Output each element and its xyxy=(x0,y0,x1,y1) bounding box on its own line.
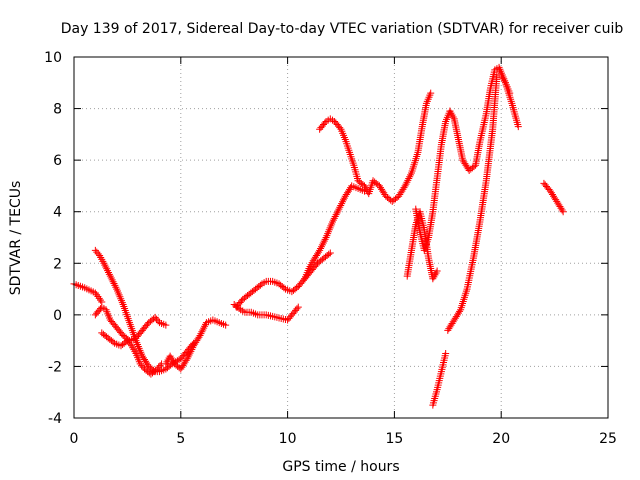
y-tick-label: 4 xyxy=(53,205,62,221)
data-point xyxy=(237,297,245,305)
y-tick-label: 2 xyxy=(53,256,62,272)
data-point xyxy=(195,333,203,341)
data-point xyxy=(152,366,160,374)
axis-ticks xyxy=(73,56,609,419)
data-point xyxy=(91,246,99,254)
data-point xyxy=(456,307,464,315)
data-point xyxy=(293,284,301,292)
data-point xyxy=(312,261,320,269)
plot-frame xyxy=(73,56,609,419)
data-point xyxy=(433,267,441,275)
data-point xyxy=(138,362,146,370)
x-tick-label: 0 xyxy=(70,431,79,447)
data-point xyxy=(162,321,170,329)
x-tick-label: 15 xyxy=(385,431,403,447)
data-point xyxy=(256,281,264,289)
data-point xyxy=(427,89,435,97)
y-tick-label: 8 xyxy=(53,102,62,118)
y-tick-label: -2 xyxy=(48,359,62,375)
data-point xyxy=(123,337,131,345)
data-point xyxy=(153,315,161,323)
data-point xyxy=(321,119,329,127)
data-point xyxy=(126,340,134,348)
data-point xyxy=(95,294,103,302)
data-point xyxy=(514,123,522,131)
data-point xyxy=(155,363,163,371)
data-point xyxy=(136,360,144,368)
data-point xyxy=(151,313,159,321)
data-point xyxy=(96,296,104,304)
data-point xyxy=(293,305,301,313)
x-tick-label: 5 xyxy=(176,431,185,447)
data-point xyxy=(280,284,288,292)
data-point xyxy=(109,338,117,346)
data-point xyxy=(182,356,190,364)
x-tick-label: 10 xyxy=(279,431,297,447)
y-axis-label: SDTVAR / TECUs xyxy=(8,181,24,296)
data-point xyxy=(400,184,408,192)
chart-title: Day 139 of 2017, Sidereal Day-to-day VTE… xyxy=(61,21,624,37)
data-point xyxy=(139,363,147,371)
y-tick-label: 6 xyxy=(53,153,62,169)
data-point xyxy=(294,303,302,311)
y-tick-label: 10 xyxy=(44,50,62,66)
data-point xyxy=(94,293,102,301)
data-point xyxy=(222,321,230,329)
data-point xyxy=(326,249,334,257)
data-point xyxy=(559,208,567,216)
data-point xyxy=(153,365,161,373)
data-point xyxy=(94,250,102,258)
y-tick-labels: -4 -2 0 2 4 6 8 10 xyxy=(44,50,62,427)
x-axis-label: GPS time / hours xyxy=(282,459,399,475)
data-point xyxy=(315,248,323,256)
data-point xyxy=(154,317,162,325)
data-point xyxy=(143,320,151,328)
data-point xyxy=(91,289,99,297)
data-point xyxy=(325,250,333,258)
data-point xyxy=(506,89,514,97)
x-tick-label: 20 xyxy=(492,431,510,447)
x-tick-labels: 0 5 10 15 20 25 xyxy=(70,431,617,447)
grid-lines xyxy=(74,57,608,418)
data-point xyxy=(93,248,101,256)
data-point xyxy=(93,291,101,299)
data-point xyxy=(336,124,344,132)
data-point xyxy=(442,350,450,358)
y-tick-label: 0 xyxy=(53,308,62,324)
data-point xyxy=(156,362,164,370)
data-point xyxy=(118,330,126,338)
data-point xyxy=(558,206,566,214)
data-points xyxy=(70,63,567,409)
y-tick-label: -4 xyxy=(48,411,62,427)
x-tick-label: 25 xyxy=(599,431,617,447)
data-point xyxy=(125,338,133,346)
